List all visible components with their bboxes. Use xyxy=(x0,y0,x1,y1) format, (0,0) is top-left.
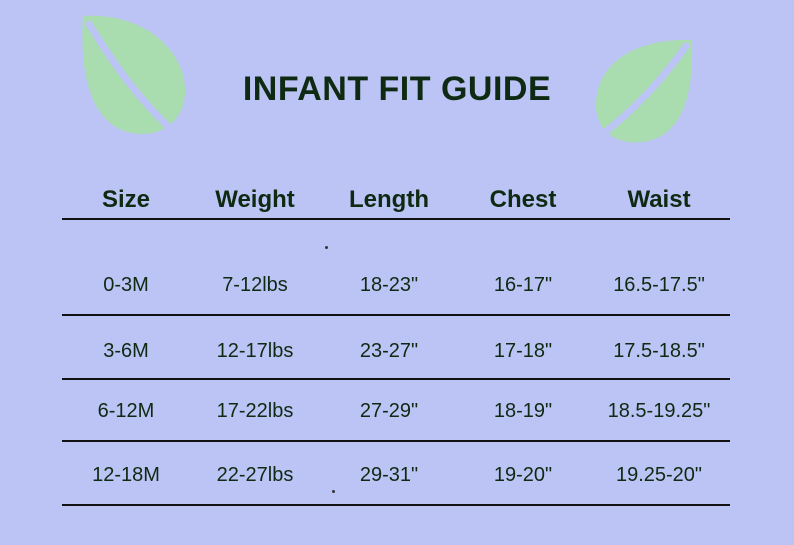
table-row: 12-18M 22-27lbs 29-31" 19-20" 19.25-20" xyxy=(62,460,730,490)
table-header-row: Size Weight Length Chest Waist xyxy=(62,182,730,218)
table-cell: 19.25-20" xyxy=(615,464,703,486)
table-cell: 6-12M xyxy=(97,400,155,422)
row-divider xyxy=(62,378,730,380)
table-row: 0-3M 7-12lbs 18-23" 16-17" 16.5-17.5" xyxy=(62,270,730,300)
page-title: INFANT FIT GUIDE xyxy=(242,70,552,108)
table-cell: 23-27" xyxy=(359,340,419,362)
table-cell: 3-6M xyxy=(103,340,149,362)
table-cell: 18-23" xyxy=(359,274,419,296)
table-cell: 16-17" xyxy=(493,274,553,296)
table-cell: 17.5-18.5" xyxy=(613,340,705,362)
speck-mark xyxy=(325,246,328,249)
table-row: 3-6M 12-17lbs 23-27" 17-18" 17.5-18.5" xyxy=(62,336,730,366)
column-header-length: Length xyxy=(349,186,429,213)
column-header-waist: Waist xyxy=(627,186,691,213)
row-divider xyxy=(62,504,730,506)
table-cell: 19-20" xyxy=(493,464,553,486)
size-table: Size Weight Length Chest Waist 0-3M 7-12… xyxy=(62,182,730,506)
table-cell: 17-18" xyxy=(493,340,553,362)
column-header-chest: Chest xyxy=(489,186,557,213)
table-cell: 27-29" xyxy=(359,400,419,422)
table-cell: 18.5-19.25" xyxy=(607,400,711,422)
table-cell: 17-22lbs xyxy=(216,400,294,422)
table-cell: 12-18M xyxy=(92,464,160,486)
table-cell: 22-27lbs xyxy=(216,464,294,486)
row-divider xyxy=(62,440,730,442)
header-divider xyxy=(62,218,730,220)
table-cell: 18-19" xyxy=(493,400,553,422)
table-cell: 16.5-17.5" xyxy=(613,274,705,296)
table-cell: 29-31" xyxy=(359,464,419,486)
speck-mark xyxy=(332,490,335,493)
column-header-size: Size xyxy=(101,186,151,213)
leaf-icon xyxy=(82,15,189,144)
table-cell: 7-12lbs xyxy=(222,274,288,296)
table-cell: 12-17lbs xyxy=(216,340,294,362)
row-divider xyxy=(62,314,730,316)
table-row: 6-12M 17-22lbs 27-29" 18-19" 18.5-19.25" xyxy=(62,396,730,426)
leaf-icon xyxy=(582,39,693,150)
column-header-weight: Weight xyxy=(215,186,295,213)
table-cell: 0-3M xyxy=(103,274,149,296)
